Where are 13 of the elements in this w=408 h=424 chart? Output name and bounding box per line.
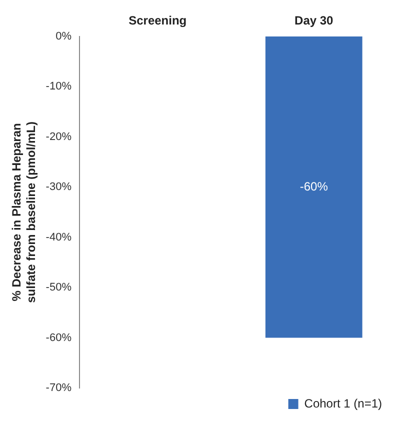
x-tick-label: Day 30 xyxy=(294,14,334,28)
y-tick-label: -60% xyxy=(46,332,72,344)
data-label: -60% xyxy=(300,179,328,194)
y-tick-label: -70% xyxy=(46,382,72,394)
legend-label: Cohort 1 (n=1) xyxy=(304,396,382,410)
x-tick-label: Screening xyxy=(128,14,187,28)
y-tick-label: 0% xyxy=(56,30,72,42)
y-tick-label: -20% xyxy=(46,130,72,143)
y-axis-title: % Decrease in Plasma Heparan sulfate from baseline (pmol/mL) xyxy=(10,122,38,303)
y-tick-label: -30% xyxy=(46,181,72,194)
y-tick-label: -50% xyxy=(46,282,72,294)
y-tick-label: -10% xyxy=(46,80,72,93)
y-tick-label: -40% xyxy=(46,231,72,244)
